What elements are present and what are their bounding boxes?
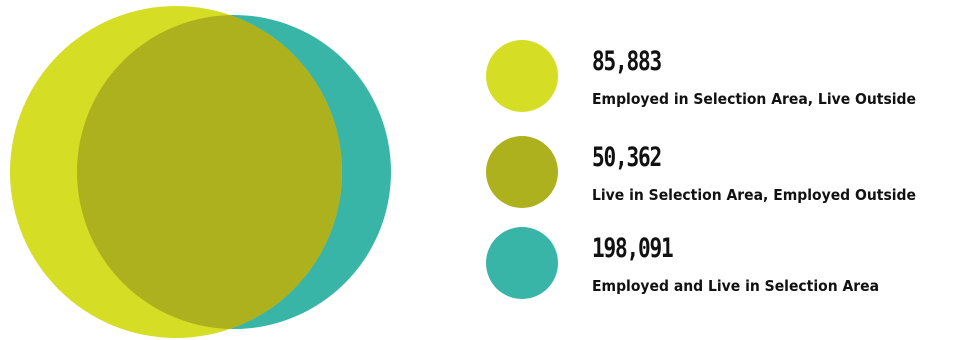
legend-item-employed-in-area: 85,883 Employed in Selection Area, Live … (486, 40, 969, 120)
legend-swatch (486, 227, 558, 299)
legend-swatch (486, 136, 558, 208)
legend-item-employed-and-live: 198,091 Employed and Live in Selection A… (486, 227, 969, 307)
legend-item-live-in-area: 50,362 Live in Selection Area, Employed … (486, 136, 969, 216)
legend: 85,883 Employed in Selection Area, Live … (486, 0, 969, 340)
venn-diagram (10, 6, 391, 338)
legend-value: 85,883 (592, 46, 662, 77)
legend-value: 198,091 (592, 233, 674, 264)
legend-value: 50,362 (592, 142, 662, 173)
legend-swatch (486, 40, 558, 112)
legend-label: Employed and Live in Selection Area (592, 277, 880, 295)
legend-label: Live in Selection Area, Employed Outside (592, 186, 917, 204)
legend-label: Employed in Selection Area, Live Outside (592, 90, 917, 108)
